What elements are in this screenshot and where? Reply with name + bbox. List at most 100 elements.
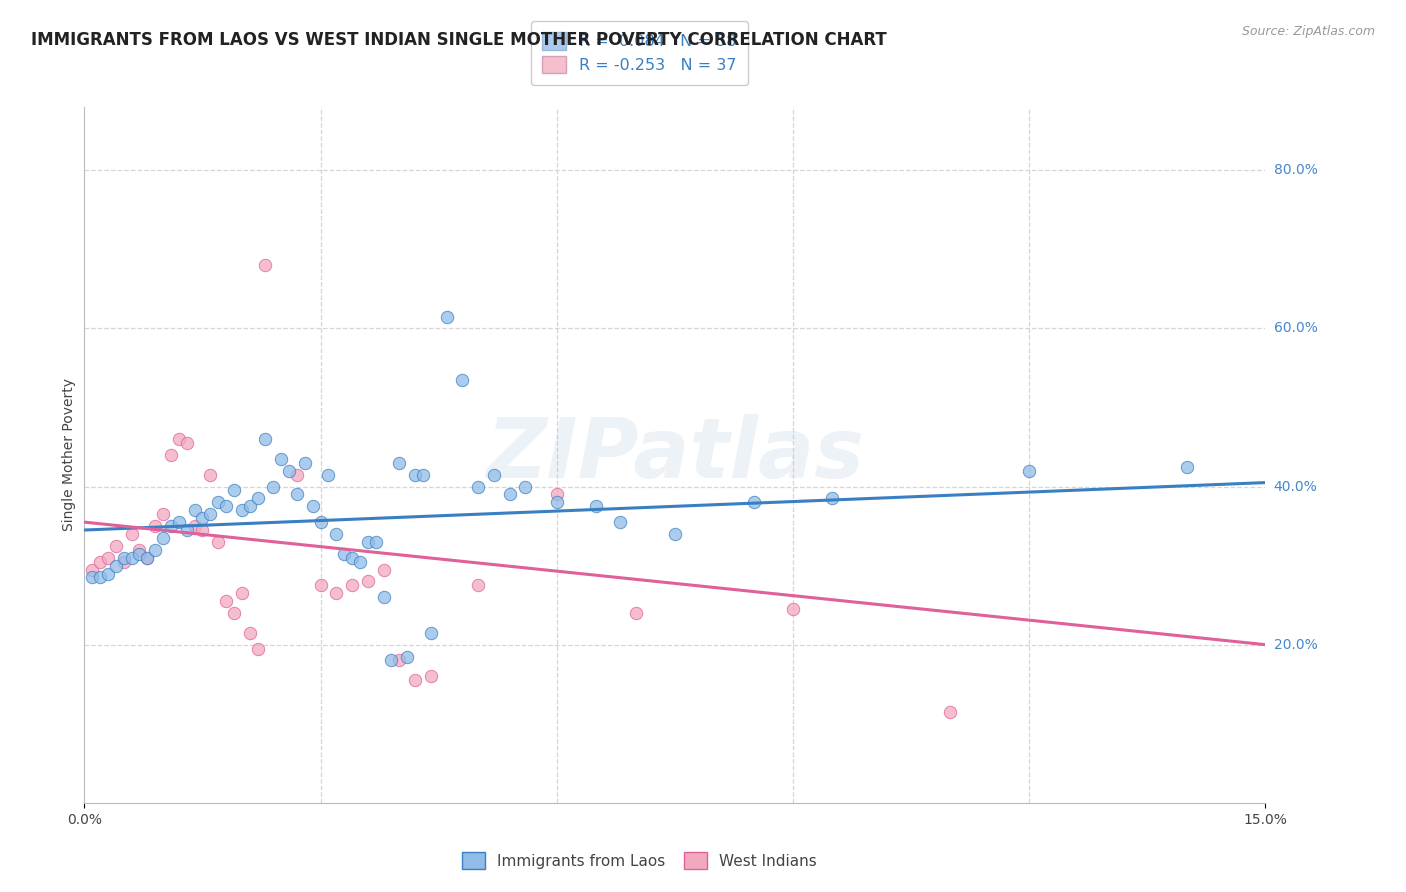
Point — [262, 479, 284, 493]
Point — [200, 507, 222, 521]
Point — [515, 479, 537, 493]
Point — [97, 550, 120, 565]
Point — [340, 550, 363, 565]
Point — [357, 534, 380, 549]
Point — [222, 606, 245, 620]
Point — [285, 487, 308, 501]
Point — [782, 602, 804, 616]
Point — [1175, 459, 1198, 474]
Point — [404, 467, 426, 482]
Text: ZIPatlas: ZIPatlas — [486, 415, 863, 495]
Point — [467, 578, 489, 592]
Point — [349, 555, 371, 569]
Point — [412, 467, 434, 482]
Point — [128, 542, 150, 557]
Point — [388, 653, 411, 667]
Point — [546, 495, 568, 509]
Legend: Immigrants from Laos, West Indians: Immigrants from Laos, West Indians — [456, 847, 823, 875]
Text: IMMIGRANTS FROM LAOS VS WEST INDIAN SINGLE MOTHER POVERTY CORRELATION CHART: IMMIGRANTS FROM LAOS VS WEST INDIAN SING… — [31, 31, 887, 49]
Point — [373, 591, 395, 605]
Point — [246, 641, 269, 656]
Point — [364, 534, 387, 549]
Point — [1018, 464, 1040, 478]
Point — [167, 432, 190, 446]
Point — [340, 578, 363, 592]
Text: 80.0%: 80.0% — [1274, 163, 1317, 178]
Point — [404, 673, 426, 688]
Point — [436, 310, 458, 324]
Point — [136, 550, 159, 565]
Point — [821, 491, 844, 506]
Point — [183, 519, 205, 533]
Point — [215, 594, 238, 608]
Point — [160, 448, 183, 462]
Point — [97, 566, 120, 581]
Point — [136, 550, 159, 565]
Point — [207, 495, 229, 509]
Point — [200, 467, 222, 482]
Point — [239, 500, 262, 514]
Point — [419, 625, 441, 640]
Point — [239, 625, 262, 640]
Point — [176, 523, 198, 537]
Point — [121, 527, 143, 541]
Point — [183, 503, 205, 517]
Point — [191, 511, 214, 525]
Point — [357, 574, 380, 589]
Point — [104, 539, 127, 553]
Text: 60.0%: 60.0% — [1274, 321, 1317, 335]
Point — [325, 527, 347, 541]
Point — [278, 464, 301, 478]
Point — [609, 515, 631, 529]
Point — [373, 563, 395, 577]
Point — [89, 570, 111, 584]
Text: 40.0%: 40.0% — [1274, 480, 1317, 493]
Point — [82, 570, 104, 584]
Point — [388, 456, 411, 470]
Point — [160, 519, 183, 533]
Point — [285, 467, 308, 482]
Point — [318, 467, 340, 482]
Point — [498, 487, 520, 501]
Point — [143, 519, 166, 533]
Point — [143, 542, 166, 557]
Point — [742, 495, 765, 509]
Point — [231, 503, 253, 517]
Y-axis label: Single Mother Poverty: Single Mother Poverty — [62, 378, 76, 532]
Point — [176, 436, 198, 450]
Point — [112, 550, 135, 565]
Point — [231, 586, 253, 600]
Point — [82, 563, 104, 577]
Point — [222, 483, 245, 498]
Point — [152, 507, 174, 521]
Point — [167, 515, 190, 529]
Text: Source: ZipAtlas.com: Source: ZipAtlas.com — [1241, 25, 1375, 38]
Point — [939, 705, 962, 719]
Point — [215, 500, 238, 514]
Point — [89, 555, 111, 569]
Point — [152, 531, 174, 545]
Point — [396, 649, 419, 664]
Point — [128, 547, 150, 561]
Point — [482, 467, 505, 482]
Point — [246, 491, 269, 506]
Point — [546, 487, 568, 501]
Point — [333, 547, 356, 561]
Point — [254, 432, 277, 446]
Point — [191, 523, 214, 537]
Point — [121, 550, 143, 565]
Point — [585, 500, 607, 514]
Point — [104, 558, 127, 573]
Point — [325, 586, 347, 600]
Text: 20.0%: 20.0% — [1274, 638, 1317, 652]
Point — [380, 653, 402, 667]
Point — [664, 527, 686, 541]
Point — [419, 669, 441, 683]
Point — [301, 500, 323, 514]
Point — [624, 606, 647, 620]
Point — [270, 451, 292, 466]
Point — [207, 534, 229, 549]
Point — [451, 373, 474, 387]
Point — [254, 258, 277, 272]
Point — [309, 578, 332, 592]
